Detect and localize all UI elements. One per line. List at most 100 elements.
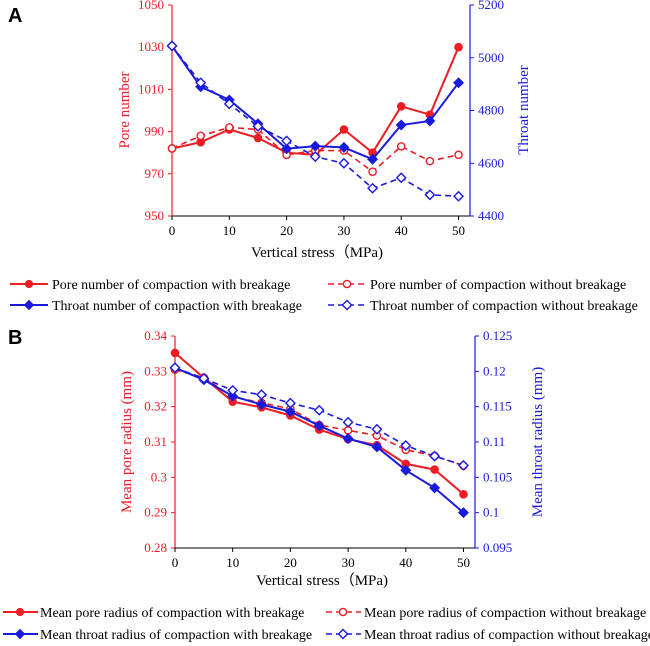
panel-b-x-axis-title: Vertical stress（MPa) [256, 572, 388, 589]
legend-marker [337, 628, 349, 640]
data-point [170, 348, 180, 358]
data-point [281, 143, 293, 155]
data-point [342, 432, 354, 444]
data-point [338, 157, 350, 169]
panel-b-series [169, 348, 469, 519]
x-tick-label: 20 [280, 223, 293, 238]
data-point [459, 489, 468, 499]
x-tick-label: 30 [337, 223, 350, 238]
data-point [400, 464, 412, 476]
panel-a-left-axis-title: Pore number [117, 71, 133, 148]
data-point [339, 125, 349, 134]
legend-entry: Mean pore radius of compaction without b… [326, 606, 646, 621]
series-line-4 [171, 45, 459, 197]
legend-entry: Pore number of compaction with breakage [10, 278, 290, 293]
y-right-tick-label: 4800 [478, 103, 504, 118]
legend-entry: Throat number of compaction without brea… [328, 299, 638, 314]
legend-entry: Mean pore radius of compaction with brea… [3, 606, 304, 621]
y-right-tick-label: 4400 [478, 208, 504, 223]
y-right-tick-label: 0.1 [483, 505, 499, 520]
panel-b-right-ticks: 0.095 0.1 0.105 0.11 0.115 0.12 0.125 [475, 328, 512, 555]
legend-label: Pore number of compaction without breaka… [370, 278, 626, 293]
data-point [396, 101, 406, 111]
legend-marker [338, 607, 348, 617]
legend-label: Pore number of compaction with breakage [52, 278, 290, 293]
y-right-tick-label: 0.115 [483, 399, 512, 414]
panel-b-left-ticks: 0.28 0.29 0.3 0.31 0.32 0.33 0.34 [144, 328, 175, 555]
data-point [429, 482, 441, 494]
data-point [343, 426, 353, 435]
legend-entry: Mean throat radius of compaction with br… [3, 628, 312, 643]
data-point [453, 77, 465, 89]
panel-a-x-ticks: 0 10 20 30 40 50 [169, 216, 465, 238]
data-point [395, 119, 407, 131]
y-left-tick-label: 0.29 [144, 505, 167, 520]
data-point [453, 190, 465, 202]
data-point [367, 153, 379, 165]
data-point [430, 465, 439, 474]
data-point [167, 144, 177, 153]
data-point [253, 133, 263, 143]
data-point [195, 77, 207, 89]
data-point [309, 140, 321, 152]
y-right-tick-label: 0.12 [483, 363, 506, 378]
y-left-tick-label: 0.28 [144, 540, 167, 555]
panel-b: B 0.280.290.30.310.320.330.34 0.0950.10.… [3, 327, 650, 643]
legend-marker [24, 279, 34, 289]
data-point [225, 123, 234, 132]
legend-marker [14, 628, 26, 640]
data-point [429, 450, 441, 462]
data-point [284, 397, 296, 409]
data-point [166, 40, 178, 52]
panel-a-x-axis-title: Vertical stress（MPa) [251, 244, 383, 261]
legend-entry: Throat number of compaction with breakag… [10, 299, 302, 314]
legend-marker [15, 607, 25, 617]
legend-label: Mean pore radius of compaction without b… [364, 606, 646, 621]
legend-marker [23, 299, 35, 311]
y-left-tick-label: 0.34 [144, 328, 167, 343]
data-point [338, 141, 350, 153]
data-point [227, 384, 239, 396]
legend-label: Mean throat radius of compaction without… [364, 628, 650, 643]
data-point [313, 420, 325, 432]
data-point [371, 423, 383, 435]
y-left-tick-label: 1010 [138, 81, 164, 96]
x-tick-label: 0 [169, 223, 176, 238]
data-point [313, 404, 325, 416]
data-point [256, 389, 268, 401]
data-point [457, 459, 469, 471]
series-line-4 [174, 367, 464, 467]
data-point [252, 120, 264, 132]
x-tick-label: 50 [457, 555, 470, 570]
x-tick-label: 20 [284, 555, 297, 570]
data-point [454, 150, 463, 160]
data-point [169, 362, 181, 374]
y-left-tick-label: 1030 [138, 39, 164, 54]
y-right-tick-label: 4600 [478, 155, 504, 170]
x-tick-label: 0 [172, 555, 179, 570]
y-left-tick-label: 0.32 [144, 399, 167, 414]
y-right-tick-label: 0.095 [483, 540, 512, 555]
x-tick-label: 10 [223, 223, 236, 238]
y-left-tick-label: 0.31 [144, 434, 167, 449]
data-point [424, 189, 436, 201]
data-point [309, 151, 321, 163]
data-point [395, 172, 407, 184]
data-point [368, 167, 377, 176]
panel-a-right-ticks: 4400 4600 4800 5000 5200 [470, 0, 504, 223]
legend-entry: Pore number of compaction without breaka… [328, 278, 626, 293]
x-tick-label: 30 [342, 555, 355, 570]
panel-b-left-axis-title: Mean pore radius (mm) [119, 371, 135, 513]
panel-b-legend: Mean pore radius of compaction with brea… [3, 606, 650, 643]
data-point [371, 441, 383, 453]
y-right-tick-label: 0.125 [483, 328, 512, 343]
data-point [367, 182, 379, 194]
y-left-tick-label: 970 [145, 166, 165, 181]
panel-a-legend: Pore number of compaction with breakage … [10, 278, 638, 314]
legend-marker [341, 299, 353, 311]
panel-a-right-axis-title: Throat number [516, 65, 532, 155]
data-point [223, 98, 235, 110]
x-tick-label: 10 [226, 555, 239, 570]
y-left-tick-label: 0.3 [151, 469, 167, 484]
